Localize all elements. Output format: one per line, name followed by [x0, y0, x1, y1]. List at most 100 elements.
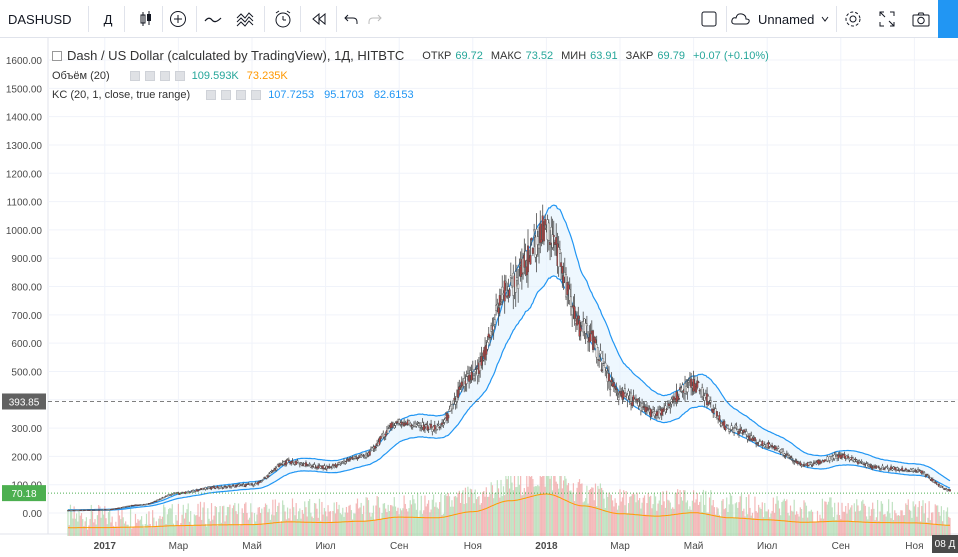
eye-icon[interactable]	[206, 90, 217, 100]
candle-body	[751, 437, 754, 442]
volume-bar	[673, 508, 675, 536]
volume-bar	[706, 512, 708, 536]
candle-body	[901, 467, 904, 471]
more-icon[interactable]	[236, 90, 247, 100]
redo-icon[interactable]	[364, 0, 386, 38]
volume-bar	[813, 522, 815, 536]
candle-body	[652, 409, 655, 413]
candle-body	[569, 296, 572, 307]
kc-label[interactable]: KC (20, 1, close, true range)	[52, 89, 191, 101]
remove-icon[interactable]	[174, 71, 185, 81]
volume-bar	[847, 503, 849, 536]
eye-icon[interactable]	[129, 71, 140, 81]
candle-body	[157, 499, 160, 501]
candle-body	[631, 401, 634, 406]
fullscreen-select-icon[interactable]	[696, 0, 722, 38]
volume-bar	[668, 500, 670, 536]
volume-bar	[88, 525, 90, 536]
volume-bar	[412, 495, 414, 536]
templates-icon[interactable]	[232, 0, 258, 38]
replay-icon[interactable]	[306, 0, 332, 38]
candle-body	[577, 315, 580, 320]
undo-icon[interactable]	[340, 0, 362, 38]
volume-bar	[461, 493, 463, 536]
candle-body	[166, 495, 169, 497]
volume-bar	[659, 492, 662, 536]
symbol-search[interactable]: DASHUSD	[8, 0, 88, 38]
candle-body	[928, 476, 931, 478]
candle-body	[242, 483, 245, 486]
volume-bar	[167, 509, 170, 536]
layout-menu[interactable]: Unnamed	[730, 0, 834, 38]
candle-body	[762, 443, 765, 446]
volume-bar	[835, 520, 837, 536]
volume-bar	[520, 476, 522, 536]
candle-body	[811, 464, 814, 466]
volume-bar	[903, 515, 906, 536]
volume-bar	[463, 503, 465, 536]
volume-bar	[919, 521, 922, 536]
candle-body	[776, 448, 779, 451]
volume-bar	[385, 508, 387, 536]
volume-bar	[544, 486, 546, 536]
volume-bar	[472, 492, 474, 536]
candle-body	[366, 455, 369, 457]
volume-bar	[797, 514, 799, 536]
candle-body	[665, 408, 668, 411]
add-compare-icon[interactable]	[166, 0, 190, 38]
volume-bar	[580, 483, 582, 536]
candle-body	[596, 347, 599, 360]
candles-style-icon[interactable]	[134, 0, 158, 38]
interval-button[interactable]: Д	[96, 0, 120, 38]
volume-bar	[946, 507, 949, 536]
price-chart[interactable]: 1600.00 1500.00 1400.00 1300.00 1200.00 1100.…	[0, 38, 958, 554]
volume-bar	[359, 507, 361, 536]
volume-bar	[339, 513, 341, 536]
candle-body	[791, 460, 794, 462]
volume-bar	[269, 519, 271, 536]
indicators-icon[interactable]	[200, 0, 226, 38]
volume-bar	[185, 512, 187, 536]
camera-icon[interactable]	[908, 0, 934, 38]
volume-bar	[87, 529, 89, 536]
candle-body	[266, 475, 269, 478]
volume-bar	[937, 505, 939, 536]
volume-label[interactable]: Объём (20)	[52, 70, 110, 82]
settings-icon[interactable]	[221, 90, 232, 100]
volume-bar	[160, 518, 162, 536]
volume-bar	[895, 513, 897, 536]
volume-bar	[753, 518, 755, 536]
volume-bar	[561, 488, 563, 536]
volume-bar	[760, 508, 762, 536]
candle-body	[415, 424, 418, 427]
remove-icon[interactable]	[251, 90, 262, 100]
publish-button[interactable]	[938, 0, 958, 38]
volume-bar	[489, 494, 491, 536]
volume-bar	[896, 515, 898, 536]
volume-bar	[612, 500, 614, 536]
candle-body	[357, 456, 360, 459]
volume-bar	[383, 503, 386, 536]
more-icon[interactable]	[159, 71, 170, 81]
chart-area[interactable]: 1600.00 1500.00 1400.00 1300.00 1200.00 1100.…	[0, 38, 958, 554]
volume-bar	[609, 494, 611, 536]
volume-bar	[545, 476, 547, 536]
fullscreen-icon[interactable]	[874, 0, 900, 38]
volume-bar	[166, 514, 168, 536]
volume-bar	[98, 504, 100, 536]
volume-bar	[537, 484, 539, 536]
candle-body	[601, 358, 604, 364]
settings-gear-icon[interactable]	[840, 0, 866, 38]
volume-bar	[912, 501, 914, 536]
volume-bar	[499, 497, 501, 536]
x-tick-label: Июл	[315, 541, 335, 552]
candle-body	[866, 463, 869, 465]
volume-bar	[187, 503, 189, 536]
collapse-icon[interactable]	[52, 50, 62, 61]
candle-body	[474, 369, 477, 372]
volume-bar	[924, 503, 927, 536]
volume-bar	[656, 510, 658, 536]
volume-bar	[156, 525, 159, 536]
settings-icon[interactable]	[144, 71, 155, 81]
alert-clock-icon[interactable]	[270, 0, 296, 38]
